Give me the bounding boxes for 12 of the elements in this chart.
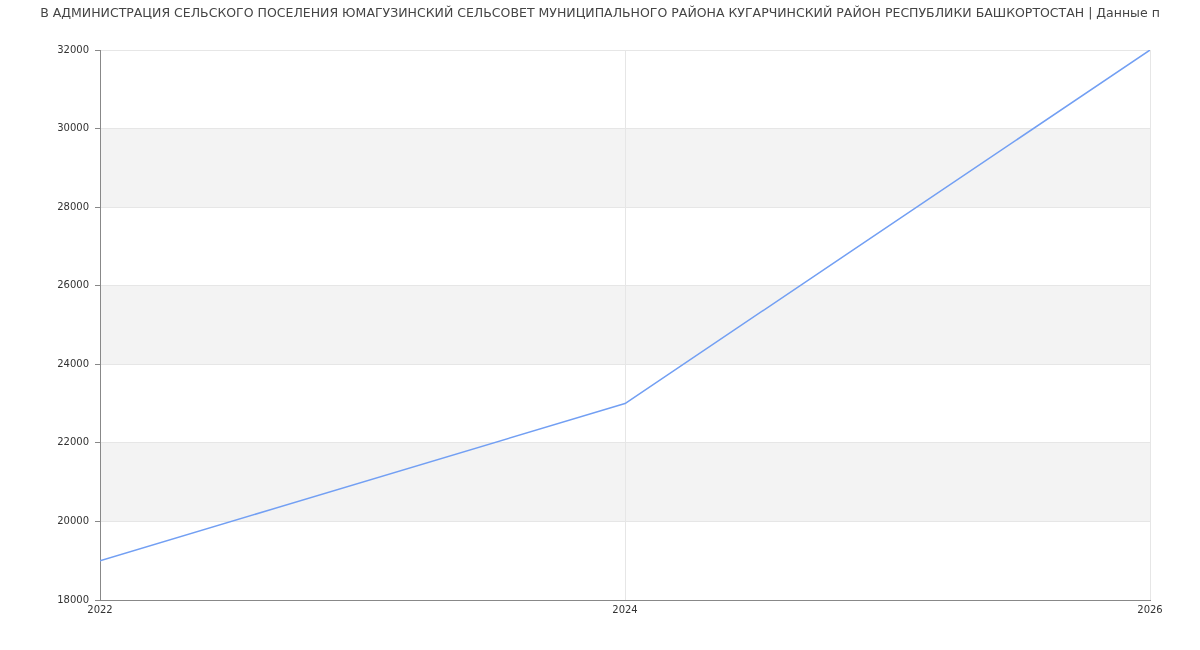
- y-tick-label: 30000: [57, 122, 89, 134]
- y-tick-label: 18000: [57, 593, 89, 605]
- chart-title: В АДМИНИСТРАЦИЯ СЕЛЬСКОГО ПОСЕЛЕНИЯ ЮМАГУЗИНСКИЙ СЕЛЬСОВЕТ МУНИЦИПАЛЬНОГО РАЙОНА КУГАРЧИНСКИЙ РАЙОН РЕСПУБЛИКИ БАШКОРТОСТАН | Данные п: [39, 4, 1161, 22]
- y-tick-label: 22000: [57, 436, 89, 448]
- y-tick-label: 26000: [57, 279, 89, 291]
- y-tick-label: 20000: [57, 515, 89, 527]
- y-tick-label: 24000: [57, 357, 89, 369]
- x-tick-label: 2024: [612, 603, 638, 615]
- y-tick-label: 28000: [57, 200, 89, 212]
- y-tick-label: 32000: [57, 43, 89, 55]
- x-tick-label: 2022: [87, 603, 113, 615]
- x-tick-label: 2026: [1137, 603, 1163, 615]
